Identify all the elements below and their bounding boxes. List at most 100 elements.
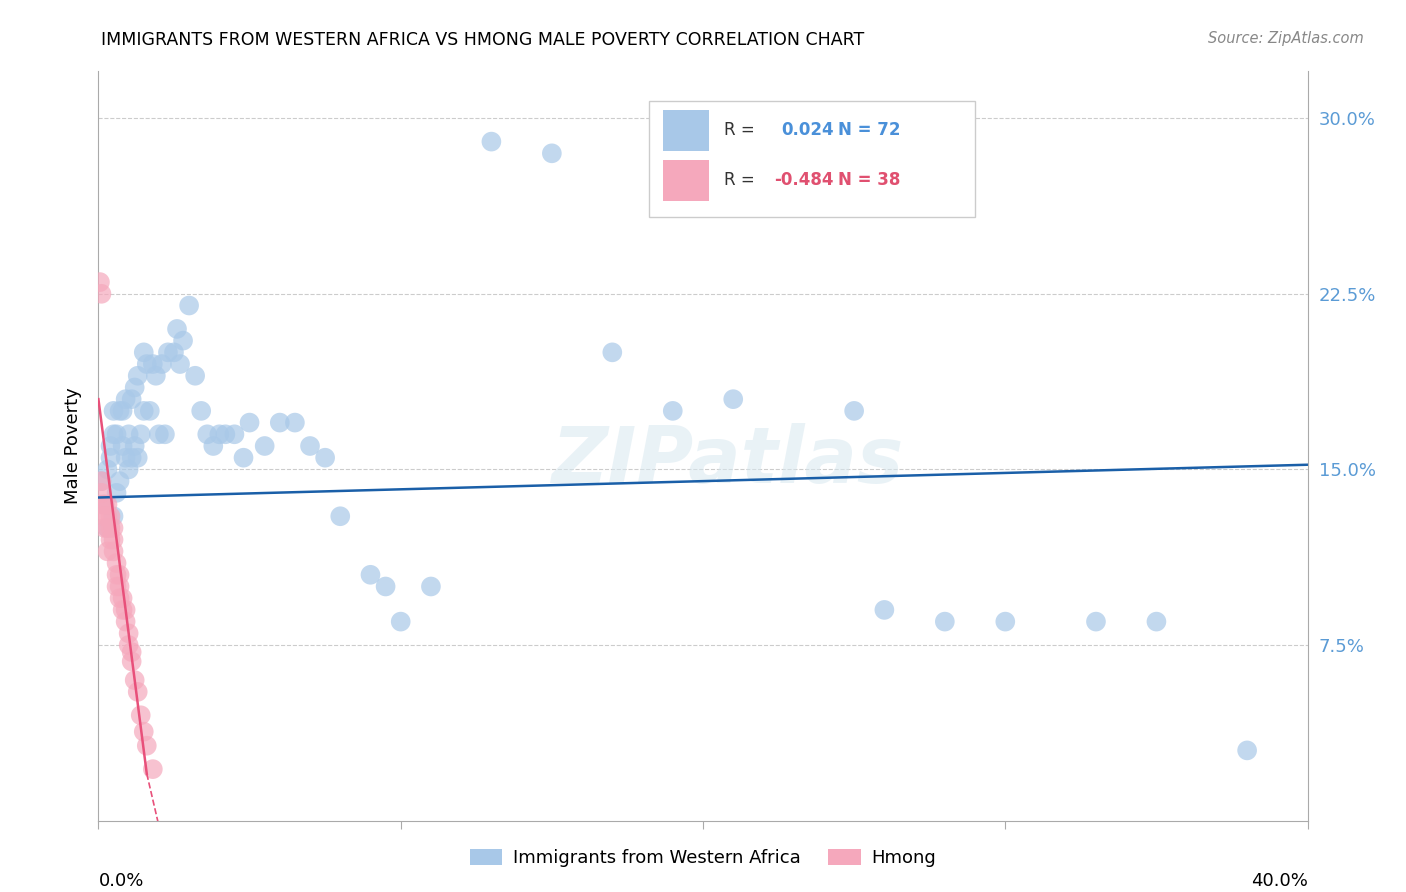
Point <box>202 439 225 453</box>
Point <box>105 556 128 570</box>
Text: R =: R = <box>724 171 759 189</box>
Point <box>105 580 128 594</box>
Point <box>145 368 167 383</box>
Point <box>184 368 207 383</box>
Text: Source: ZipAtlas.com: Source: ZipAtlas.com <box>1208 31 1364 46</box>
Text: 0.024: 0.024 <box>782 120 834 139</box>
Point <box>172 334 194 348</box>
Point <box>114 450 136 465</box>
Point <box>1144 615 1167 629</box>
Point <box>232 450 254 465</box>
Point <box>299 439 322 453</box>
Point <box>190 404 212 418</box>
Point <box>195 427 218 442</box>
Point <box>121 645 143 659</box>
Point <box>481 135 503 149</box>
Point <box>111 603 134 617</box>
Point <box>129 708 152 723</box>
Point <box>96 544 118 558</box>
Point <box>93 498 115 512</box>
Point <box>100 521 122 535</box>
Point <box>103 404 125 418</box>
Point <box>121 655 143 669</box>
Point <box>103 427 125 442</box>
Point <box>360 567 382 582</box>
Point <box>124 673 146 688</box>
Y-axis label: Male Poverty: Male Poverty <box>65 388 83 504</box>
Text: R =: R = <box>724 120 759 139</box>
Point <box>602 345 624 359</box>
Point <box>96 509 118 524</box>
Point <box>179 298 201 313</box>
Point <box>269 416 291 430</box>
Point <box>90 498 112 512</box>
FancyBboxPatch shape <box>664 110 709 151</box>
Point <box>132 724 155 739</box>
Point <box>90 286 112 301</box>
Point <box>224 427 246 442</box>
Text: N = 72: N = 72 <box>838 120 901 139</box>
Point <box>93 521 115 535</box>
Point <box>127 685 149 699</box>
Point <box>284 416 307 430</box>
Point <box>1236 743 1258 757</box>
Point <box>329 509 352 524</box>
Point <box>124 439 146 453</box>
Point <box>105 485 128 500</box>
Point <box>118 462 141 476</box>
Point <box>148 427 170 442</box>
Point <box>1085 615 1108 629</box>
Point <box>96 521 118 535</box>
Point <box>374 580 396 594</box>
Point <box>156 345 179 359</box>
Point <box>723 392 745 407</box>
Point <box>132 404 155 418</box>
Point <box>100 533 122 547</box>
Point <box>121 450 143 465</box>
Point <box>89 275 111 289</box>
Point <box>163 345 186 359</box>
Point <box>540 146 562 161</box>
Point <box>166 322 188 336</box>
Point <box>253 439 276 453</box>
Point <box>150 357 173 371</box>
Point <box>103 533 125 547</box>
Point <box>103 509 125 524</box>
Point <box>108 580 131 594</box>
Point <box>118 638 141 652</box>
Point <box>103 521 125 535</box>
Text: IMMIGRANTS FROM WESTERN AFRICA VS HMONG MALE POVERTY CORRELATION CHART: IMMIGRANTS FROM WESTERN AFRICA VS HMONG … <box>101 31 865 49</box>
Point <box>111 439 134 453</box>
Point <box>105 427 128 442</box>
Point <box>108 404 131 418</box>
Point <box>108 591 131 606</box>
Point <box>100 450 122 465</box>
Point <box>124 380 146 394</box>
Point <box>96 521 118 535</box>
FancyBboxPatch shape <box>664 160 709 201</box>
Point <box>661 404 683 418</box>
Point <box>153 427 176 442</box>
Point <box>108 567 131 582</box>
Point <box>96 498 118 512</box>
Point <box>135 357 157 371</box>
Point <box>135 739 157 753</box>
Point <box>420 580 443 594</box>
Point <box>314 450 336 465</box>
Point <box>389 615 412 629</box>
Point <box>239 416 262 430</box>
Point <box>111 591 134 606</box>
Point <box>114 615 136 629</box>
Point <box>103 544 125 558</box>
Legend: Immigrants from Western Africa, Hmong: Immigrants from Western Africa, Hmong <box>463 841 943 874</box>
Point <box>208 427 231 442</box>
Text: ZIPatlas: ZIPatlas <box>551 423 903 499</box>
Point <box>142 762 165 776</box>
Point <box>118 427 141 442</box>
Point <box>105 567 128 582</box>
Text: 40.0%: 40.0% <box>1251 872 1308 890</box>
Point <box>169 357 191 371</box>
FancyBboxPatch shape <box>648 102 976 218</box>
Point <box>214 427 236 442</box>
Point <box>121 392 143 407</box>
